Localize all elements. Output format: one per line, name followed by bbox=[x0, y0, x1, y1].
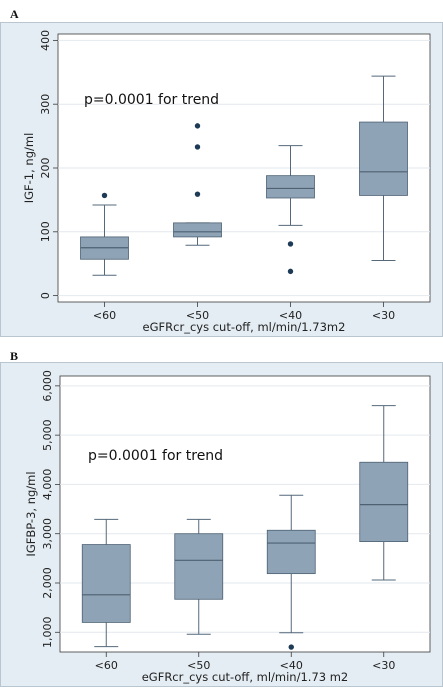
outlier-point bbox=[194, 123, 201, 129]
y-tick-label: 3,000 bbox=[41, 518, 54, 550]
outlier-point bbox=[287, 268, 294, 275]
box-iqr bbox=[173, 222, 222, 238]
box-iqr bbox=[174, 533, 224, 600]
x-tick-label: <60 bbox=[95, 659, 118, 672]
y-tick-label: 1,000 bbox=[41, 617, 54, 649]
x-tick-label: <50 bbox=[186, 309, 209, 322]
x-tick-label: <60 bbox=[93, 309, 116, 322]
panel-label-a: A bbox=[10, 7, 19, 21]
box-group bbox=[266, 145, 315, 275]
x-axis-title: eGFRcr_cys cut-off, ml/min/1.73 m2 bbox=[142, 670, 349, 684]
y-gridlines bbox=[58, 39, 430, 297]
box-iqr bbox=[359, 461, 409, 542]
box-group bbox=[266, 494, 316, 650]
box-group bbox=[80, 192, 129, 276]
x-axis-title: eGFRcr_cys cut-off, ml/min/1.73m2 bbox=[143, 320, 346, 334]
box-plot-igfbp3: 1,000 2,000 3,000 4,000 5,000 6,000 IGFBP-3, n… bbox=[0, 362, 443, 687]
box-iqr bbox=[81, 544, 131, 623]
box-group bbox=[359, 75, 408, 262]
outlier-point bbox=[288, 644, 294, 650]
x-tick-label: <30 bbox=[372, 309, 395, 322]
trend-annotation: p=0.0001 for trend bbox=[88, 448, 223, 464]
x-tick-label: <30 bbox=[372, 659, 395, 672]
box-group bbox=[174, 518, 224, 635]
y-axis-title: IGF-1, ng/ml bbox=[22, 133, 36, 204]
y-axis: 0 100 200 300 400 bbox=[39, 30, 58, 299]
y-axis-title: IGFBP-3, ng/ml bbox=[24, 471, 38, 556]
y-tick-label: 5,000 bbox=[41, 419, 54, 451]
x-tick-label: <50 bbox=[187, 659, 210, 672]
box-group bbox=[359, 405, 409, 581]
outlier-point bbox=[287, 241, 294, 247]
box-iqr bbox=[266, 175, 315, 199]
box-plot-igf1: 0 100 200 300 400 IGF-1, ng/ml p=0.0001 for tr… bbox=[0, 22, 443, 337]
outlier-point bbox=[194, 144, 201, 150]
box-group bbox=[173, 123, 222, 246]
y-tick-label: 4,000 bbox=[41, 469, 54, 501]
y-axis: 1,000 2,000 3,000 4,000 5,000 6,000 bbox=[41, 370, 60, 648]
y-tick-label: 2,000 bbox=[41, 567, 54, 599]
y-tick-label: 300 bbox=[39, 94, 52, 115]
x-tick-label: <40 bbox=[280, 659, 303, 672]
outlier-point bbox=[101, 192, 108, 199]
trend-annotation: p=0.0001 for trend bbox=[84, 92, 219, 108]
box-group bbox=[81, 518, 131, 648]
y-tick-label: 400 bbox=[39, 30, 52, 51]
y-tick-label: 0 bbox=[39, 292, 52, 299]
outlier-point bbox=[194, 191, 201, 197]
y-tick-label: 6,000 bbox=[41, 370, 54, 402]
box-iqr bbox=[266, 529, 316, 575]
box-iqr bbox=[359, 121, 408, 196]
y-tick-label: 200 bbox=[39, 158, 52, 179]
y-tick-label: 100 bbox=[39, 221, 52, 242]
panel-label-b: B bbox=[10, 349, 19, 363]
x-tick-label: <40 bbox=[279, 309, 302, 322]
